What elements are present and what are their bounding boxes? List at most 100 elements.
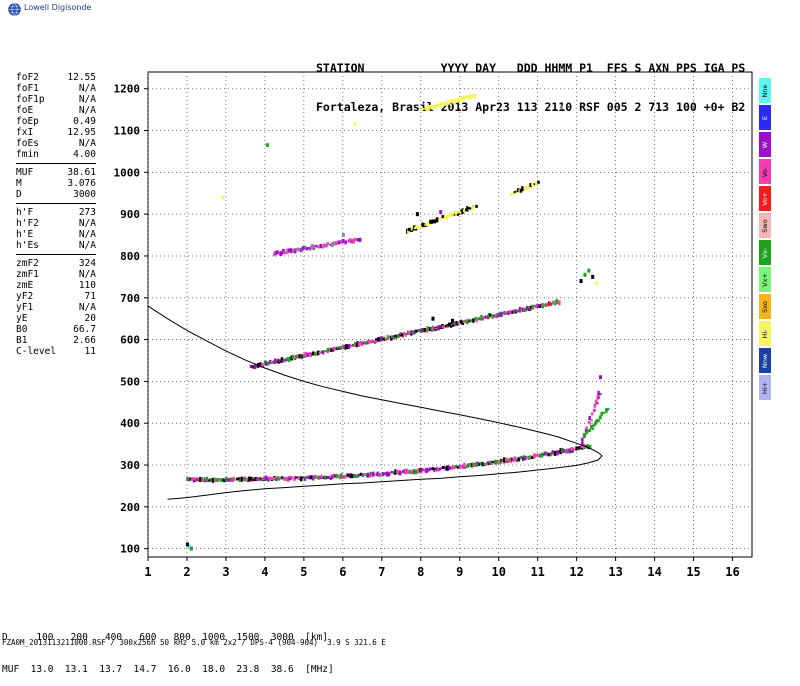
echo-mark (448, 466, 452, 470)
echo-mark (466, 465, 469, 468)
param-label: B1 (16, 335, 28, 346)
echo-mark (325, 243, 329, 248)
param-value: 0.49 (73, 116, 96, 127)
echo-mark (272, 477, 276, 480)
echo-mark (304, 351, 307, 357)
echo-mark (429, 219, 432, 224)
echo-mark (239, 478, 242, 481)
echo-mark (509, 310, 512, 315)
param-row: h'E N/A (16, 229, 96, 240)
echo-mark (210, 479, 213, 481)
param-value: N/A (78, 105, 96, 116)
echo-mark (267, 361, 270, 366)
echo-mark (594, 399, 598, 405)
echo-mark (472, 318, 475, 323)
echo-mark (226, 478, 229, 482)
param-label: zmF2 (16, 258, 39, 269)
echo-mark (222, 478, 226, 482)
echo-mark (317, 475, 321, 480)
param-value: 20 (84, 313, 96, 324)
echo-mark (300, 476, 304, 479)
echo-mark (359, 472, 363, 476)
echo-mark (459, 465, 462, 469)
echo-mark (559, 448, 562, 453)
echo-mark (250, 476, 253, 481)
echo-mark (402, 332, 406, 335)
param-row: foF2 12.55 (16, 72, 96, 83)
echo-mark (265, 361, 268, 366)
echo-mark (329, 477, 332, 480)
echo-mark (535, 453, 538, 457)
echo-mark (294, 358, 297, 361)
echo-mark (297, 476, 301, 480)
param-value: 4.00 (73, 149, 96, 160)
echo-mark (537, 180, 540, 184)
echo-mark (312, 244, 316, 249)
echo-mark (278, 359, 282, 362)
echo-mark (270, 361, 273, 364)
echo-mark (236, 477, 239, 481)
param-separator (16, 163, 96, 164)
echo-mark (350, 241, 353, 244)
echo-mark (290, 476, 293, 479)
echo-mark (512, 191, 515, 194)
echo-mark (281, 477, 285, 480)
echo-mark (457, 210, 460, 214)
param-value: 324 (78, 258, 96, 269)
echo-mark (519, 188, 523, 193)
echo-mark (485, 462, 489, 465)
echo-mark (354, 341, 357, 346)
echo-mark (510, 461, 513, 463)
legend-item: Vx- (759, 240, 771, 265)
echo-mark (283, 360, 285, 363)
echo-point (189, 546, 193, 551)
echo-mark (320, 350, 324, 354)
echo-mark (527, 184, 530, 189)
echo-mark (277, 359, 280, 364)
x-tick-label: 11 (530, 565, 544, 579)
echo-mark (487, 312, 491, 318)
echo-point (415, 212, 419, 217)
echo-point (548, 302, 552, 307)
x-tick-label: 8 (417, 565, 424, 579)
echo-mark (301, 246, 305, 251)
echo-mark (529, 309, 532, 312)
echo-mark (593, 408, 596, 411)
echo-mark (354, 237, 357, 241)
echo-mark (469, 208, 472, 211)
echo-mark (437, 103, 441, 106)
echo-mark (446, 465, 449, 471)
echo-mark (329, 243, 333, 246)
echo-mark (520, 307, 524, 311)
param-row: B0 66.7 (16, 324, 96, 335)
echo-mark (476, 320, 479, 323)
echo-mark (396, 469, 399, 474)
echo-mark (444, 325, 448, 328)
echo-mark (540, 304, 544, 307)
x-tick-label: 1 (144, 565, 151, 579)
echo-mark (456, 466, 460, 469)
echo-mark (584, 429, 588, 433)
param-row: foEs N/A (16, 138, 96, 149)
echo-mark (342, 239, 345, 243)
legend-label: W (761, 141, 769, 148)
echo-mark (252, 478, 255, 481)
param-label: MUF (16, 167, 34, 178)
y-tick-label: 700 (120, 292, 140, 305)
echo-mark (389, 471, 393, 474)
echo-mark (437, 325, 440, 331)
echo-mark (495, 459, 499, 464)
echo-mark (377, 337, 381, 342)
echo-mark (191, 477, 194, 481)
y-tick-label: 1000 (114, 166, 141, 179)
param-value: 3000 (73, 189, 96, 200)
param-row: foF1 N/A (16, 83, 96, 94)
echo-mark (272, 360, 275, 364)
echo-point (187, 544, 191, 549)
echo-mark (192, 480, 195, 483)
echo-mark (200, 477, 204, 482)
echo-mark (453, 213, 456, 216)
echo-mark (539, 453, 542, 458)
echo-mark (455, 212, 458, 216)
echo-mark (455, 99, 458, 102)
